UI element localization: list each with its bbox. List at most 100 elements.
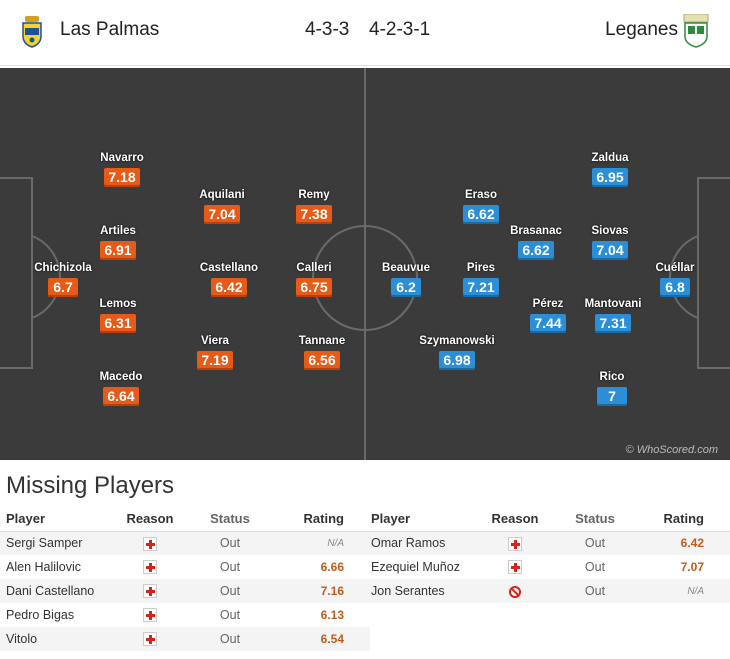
away-player[interactable]: Szymanowski 6.98 xyxy=(412,335,502,370)
player-rating: 7.44 xyxy=(530,314,566,333)
player-name: Calleri xyxy=(296,262,332,274)
missing-status: Out xyxy=(584,560,606,574)
home-team-name[interactable]: Las Palmas xyxy=(60,19,160,40)
missing-player-name[interactable]: Jon Serantes xyxy=(365,579,480,603)
home-player[interactable]: Macedo 6.64 xyxy=(76,371,166,406)
injury-icon xyxy=(143,536,157,551)
missing-rating: 6.13 xyxy=(320,608,344,622)
missing-rating: 6.66 xyxy=(320,560,344,574)
player-rating: 7.19 xyxy=(197,351,233,370)
table-row: Pedro Bigas Out 6.13 xyxy=(0,603,370,627)
watermark: © WhoScored.com xyxy=(625,444,718,456)
away-team-name[interactable]: Leganes xyxy=(605,19,678,40)
missing-player-name[interactable]: Pedro Bigas xyxy=(6,608,75,622)
player-rating: 7.04 xyxy=(204,205,240,224)
missing-player-name[interactable]: Ezequiel Muñoz xyxy=(371,560,460,574)
home-player[interactable]: Chichizola 6.7 xyxy=(18,262,108,297)
player-rating: 6.56 xyxy=(304,351,340,370)
home-player[interactable]: Tannane 6.56 xyxy=(277,335,367,370)
away-player[interactable]: Beauvue 6.2 xyxy=(361,262,451,297)
player-rating: 6.7 xyxy=(48,278,78,297)
home-player[interactable]: Castellano 6.42 xyxy=(184,262,274,297)
home-player[interactable]: Remy 7.38 xyxy=(269,189,359,224)
injury-icon xyxy=(508,560,522,575)
col-status: Status xyxy=(550,507,640,532)
missing-rating: 7.16 xyxy=(275,579,370,603)
player-name: Mantovani xyxy=(584,298,642,310)
suspension-icon xyxy=(509,585,521,598)
player-name: Aquilani xyxy=(199,189,245,201)
player-rating: 6.98 xyxy=(439,351,475,370)
table-row: Vitolo Out 6.54 xyxy=(0,627,370,651)
home-player[interactable]: Aquilani 7.04 xyxy=(177,189,267,224)
away-player[interactable]: Siovas 7.04 xyxy=(565,225,655,260)
player-rating: 7.18 xyxy=(104,168,140,187)
injury-icon xyxy=(143,560,157,575)
home-player[interactable]: Navarro 7.18 xyxy=(77,152,167,187)
away-player[interactable]: Mantovani 7.31 xyxy=(568,298,658,333)
table-row: Sergi Samper Out N/A xyxy=(0,531,370,555)
player-name: Macedo xyxy=(99,371,143,383)
player-rating: 6.62 xyxy=(518,241,554,260)
home-formation: 4-3-3 xyxy=(305,19,350,40)
home-player[interactable]: Calleri 6.75 xyxy=(269,262,359,297)
away-player[interactable]: Brasanac 6.62 xyxy=(491,225,581,260)
missing-status: Out xyxy=(550,579,640,603)
col-reason: Reason xyxy=(480,507,550,532)
match-header: Las Palmas 4-3-3 4-2-3-1 Leganes xyxy=(0,0,730,66)
player-name: Tannane xyxy=(298,335,346,347)
player-rating: 6.2 xyxy=(391,278,421,297)
player-name: Viera xyxy=(201,335,229,347)
player-name: Pérez xyxy=(532,298,564,310)
player-name: Lemos xyxy=(99,298,137,310)
away-player[interactable]: Rico 7 xyxy=(567,371,657,406)
player-rating: 6.91 xyxy=(100,241,136,260)
injury-icon xyxy=(143,608,157,623)
missing-status: Out xyxy=(185,579,275,603)
player-rating: 6.64 xyxy=(103,387,139,406)
player-rating: 7.21 xyxy=(463,278,499,297)
missing-player-name[interactable]: Sergi Samper xyxy=(0,531,115,555)
col-reason: Reason xyxy=(115,507,185,532)
player-name: Eraso xyxy=(465,189,497,201)
home-missing-table: Player Reason Status Rating Sergi Samper… xyxy=(0,507,370,651)
away-formation: 4-2-3-1 xyxy=(369,19,431,40)
las-palmas-crest-icon xyxy=(22,16,42,48)
player-name: Beauvue xyxy=(382,262,430,274)
home-player[interactable]: Artiles 6.91 xyxy=(73,225,163,260)
home-player[interactable]: Viera 7.19 xyxy=(170,335,260,370)
missing-player-name[interactable]: Alen Halilovic xyxy=(6,560,82,574)
away-player[interactable]: Pérez 7.44 xyxy=(503,298,593,333)
player-name: Siovas xyxy=(591,225,629,237)
player-name: Remy xyxy=(298,189,330,201)
away-player[interactable]: Cuéllar 6.8 xyxy=(630,262,720,297)
player-rating: 6.8 xyxy=(660,278,690,297)
away-missing-table: Player Reason Status Rating Omar Ramos O… xyxy=(365,507,730,603)
home-player[interactable]: Lemos 6.31 xyxy=(73,298,163,333)
missing-player-name[interactable]: Dani Castellano xyxy=(0,579,115,603)
away-player[interactable]: Pires 7.21 xyxy=(436,262,526,297)
col-status: Status xyxy=(185,507,275,532)
player-name: Brasanac xyxy=(510,225,562,237)
missing-rating: N/A xyxy=(640,579,730,603)
missing-status: Out xyxy=(219,560,241,574)
missing-status: Out xyxy=(185,627,275,651)
missing-rating: 6.42 xyxy=(640,531,730,555)
player-name: Castellano xyxy=(199,262,259,274)
missing-rating: 7.07 xyxy=(680,560,704,574)
pitch: Navarro 7.18 Artiles 6.91 Chichizola 6.7… xyxy=(0,68,730,460)
player-name: Zaldua xyxy=(591,152,629,164)
col-rating: Rating xyxy=(640,507,730,532)
missing-player-name[interactable]: Omar Ramos xyxy=(365,531,480,555)
player-name: Rico xyxy=(599,371,625,383)
away-player[interactable]: Zaldua 6.95 xyxy=(565,152,655,187)
missing-players-title: Missing Players xyxy=(6,472,175,499)
table-header-row: Player Reason Status Rating xyxy=(365,507,730,532)
player-rating: 7.38 xyxy=(296,205,332,224)
missing-player-name[interactable]: Vitolo xyxy=(0,627,115,651)
away-player[interactable]: Eraso 6.62 xyxy=(436,189,526,224)
table-row: Jon Serantes Out N/A xyxy=(365,579,730,603)
col-player: Player xyxy=(365,507,480,532)
player-rating: 6.31 xyxy=(100,314,136,333)
injury-icon xyxy=(508,536,522,551)
